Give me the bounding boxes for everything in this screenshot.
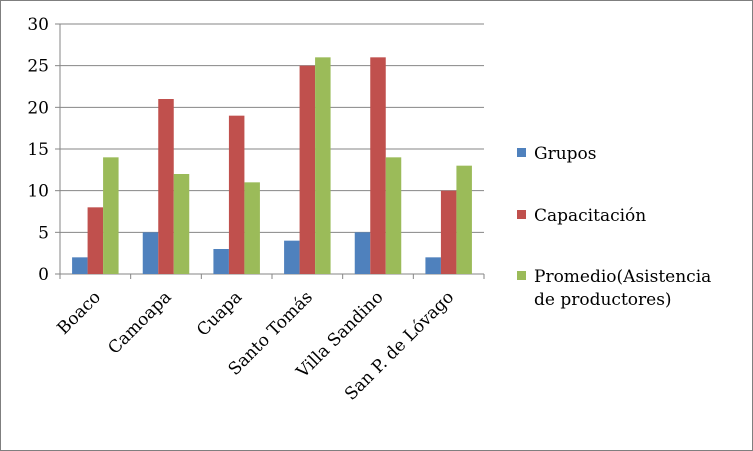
bar-capacitaci-n-1 [87,207,104,274]
bar-grupos-3 [213,249,229,274]
x-category-label: Cuapa [193,287,246,340]
bar-capacitaci-n-4 [299,65,316,275]
legend-label: de productores) [534,290,672,310]
bar-capacitaci-n-3 [228,115,245,275]
bar-promedio-asistencia-de-productores-5 [385,157,402,274]
legend-label: Promedio(Asistencia [534,267,711,287]
legend-swatch [517,271,526,280]
bar-grupos-1 [72,257,88,274]
y-tick-label: 0 [38,265,49,285]
x-category-label: Camoapa [104,287,175,358]
bar-grupos-2 [142,232,159,274]
bar-promedio-asistencia-de-productores-2 [173,174,190,274]
y-tick-label: 5 [38,223,49,243]
bar-grupos-5 [354,232,371,274]
y-tick-label: 15 [27,140,49,160]
bar-promedio-asistencia-de-productores-1 [103,157,119,274]
bar-capacitaci-n-5 [370,57,386,275]
bar-capacitaci-n-2 [158,99,174,274]
bar-promedio-asistencia-de-productores-3 [244,182,260,274]
bars [72,57,472,275]
bar-grupos-6 [425,257,441,274]
legend-label: Grupos [534,144,597,164]
legend-swatch [517,210,526,219]
axes [55,23,485,279]
bar-grupos-4 [284,240,300,274]
y-tick-label: 10 [27,182,49,202]
bar-promedio-asistencia-de-productores-4 [315,57,331,275]
y-tick-label: 25 [27,57,49,77]
bar-promedio-asistencia-de-productores-6 [456,165,472,274]
y-tick-label: 30 [27,15,49,35]
y-tick-label: 20 [27,98,49,118]
legend-swatch [517,148,526,157]
gridlines [60,23,484,233]
legend: Grupos Capacitación Promedio(Asistencia de … [517,144,711,310]
legend-label: Capacitación [534,206,646,226]
bar-capacitaci-n-6 [440,190,457,274]
x-category-label: Boaco [54,287,105,338]
